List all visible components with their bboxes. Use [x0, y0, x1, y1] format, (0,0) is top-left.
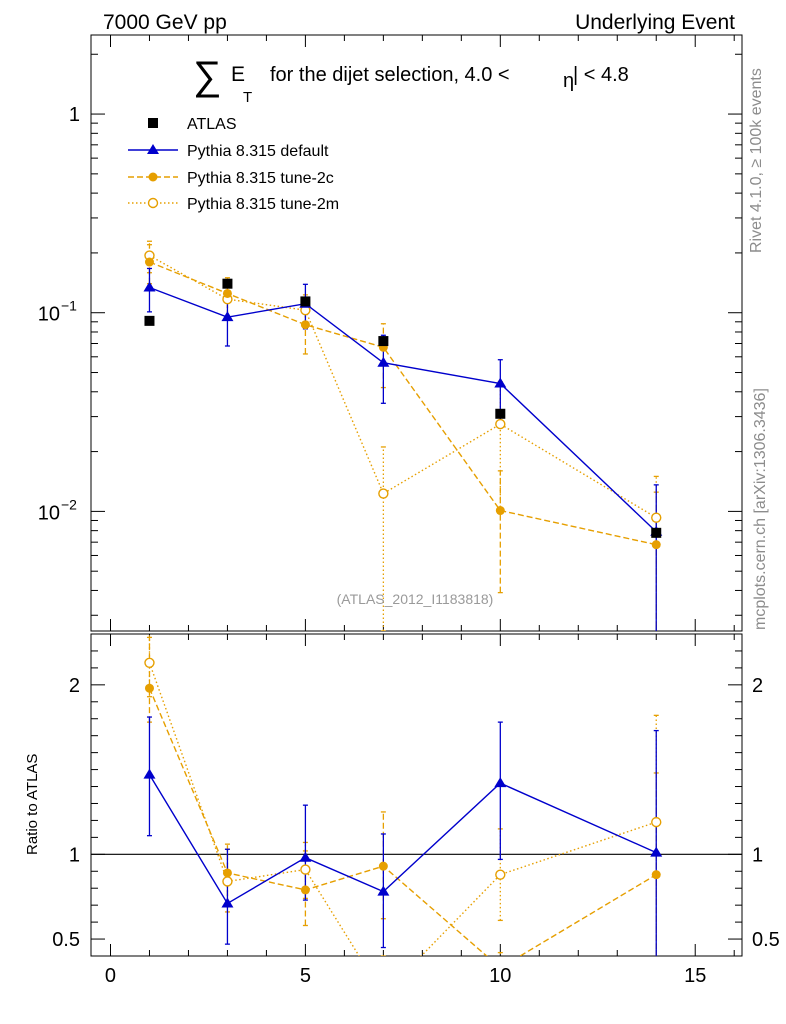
title-sum-symbol: ∑	[193, 54, 222, 98]
data-point	[300, 320, 310, 330]
ratio-point	[378, 861, 388, 871]
y-tick-label-main-base: 10	[38, 502, 60, 524]
ratio-pythia-8-315-tune-2c	[146, 636, 659, 956]
ratio-point	[299, 851, 312, 862]
y-tick-label-ratio-right: 1	[752, 844, 763, 866]
series-line	[149, 261, 657, 546]
data-point	[378, 488, 389, 499]
series-pythia-8-315-tune-2m	[146, 240, 659, 631]
analysis-label: (ATLAS_2012_I1183818)	[337, 591, 494, 607]
main-panel-frame	[90, 34, 743, 632]
ratio-point	[144, 657, 155, 669]
data-point	[495, 506, 505, 516]
title-eta: η	[563, 70, 574, 92]
data-point	[377, 356, 390, 367]
legend-label-tune2c: Pythia 8.315 tune-2c	[187, 170, 334, 187]
title-text: for the dijet selection, 4.0 <	[270, 64, 510, 86]
legend-marker-tune2c	[148, 172, 158, 182]
ratio-point	[221, 897, 234, 908]
title-subscript: T	[243, 89, 252, 106]
legend: ATLAS Pythia 8.315 default Pythia 8.315 …	[128, 116, 339, 213]
markers-pythia-8-315-tune-2c	[144, 257, 661, 550]
data-point-atlas	[222, 278, 233, 289]
ratio-point	[143, 768, 156, 779]
title-variable: E	[231, 63, 245, 86]
y-tick-label-ratio: 1	[69, 844, 80, 866]
y-tick-label-ratio: 0.5	[52, 929, 80, 951]
markers-pythia-8-315-tune-2m	[144, 250, 662, 523]
legend-label-atlas: ATLAS	[187, 116, 237, 133]
ratio-point	[651, 816, 662, 828]
x-tick-label: 5	[300, 965, 311, 987]
series-atlas	[144, 278, 662, 538]
ratio-markers-pythia-8-315-default	[143, 768, 663, 908]
ratio-point	[144, 683, 154, 693]
data-point	[651, 540, 661, 550]
ratio-point	[300, 885, 310, 895]
data-point	[221, 311, 234, 322]
main-data	[143, 240, 663, 631]
plot-title: ∑ E T for the dijet selection, 4.0 < η |…	[193, 54, 629, 106]
ratio-markers-pythia-8-315-tune-2m	[144, 657, 662, 999]
y-tick-label-main: 1	[69, 104, 80, 126]
ratio-point	[651, 870, 661, 880]
x-tick-label: 0	[105, 965, 116, 987]
ratio-point	[650, 846, 663, 857]
x-axis-labels: 0 5 10 15	[105, 965, 706, 987]
data-point	[494, 377, 507, 388]
y-tick-label-ratio-right: 0.5	[752, 929, 780, 951]
main-axes: 110−110−2	[38, 35, 742, 631]
rivet-label: Rivet 4.1.0, ≥ 100k events	[748, 68, 765, 253]
ratio-data	[143, 634, 663, 999]
y-tick-label-main-exp: −1	[61, 298, 77, 314]
ratio-ylabel: Ratio to ATLAS	[24, 754, 41, 855]
x-tick-label: 15	[684, 965, 706, 987]
data-point-atlas	[300, 296, 311, 307]
ratio-line	[148, 774, 657, 905]
ratio-pythia-8-315-tune-2m	[146, 634, 659, 956]
data-point	[144, 257, 154, 267]
ratio-pythia-8-315-default	[146, 716, 659, 956]
header-left: 7000 GeV pp	[103, 11, 227, 34]
series-pythia-8-315-tune-2c	[146, 244, 659, 631]
ratio-markers-pythia-8-315-tune-2c	[144, 683, 661, 895]
data-point-atlas	[144, 315, 155, 326]
y-tick-label-ratio-right: 2	[752, 675, 763, 697]
data-point-atlas	[378, 336, 389, 347]
markers-pythia-8-315-default	[143, 281, 663, 536]
x-tick-label: 10	[489, 965, 511, 987]
legend-marker-tune2m	[147, 197, 159, 209]
title-text-end: | < 4.8	[573, 64, 629, 86]
y-tick-label-main-exp: −2	[61, 496, 77, 512]
header-right: Underlying Event	[575, 11, 735, 34]
y-tick-label-main-base: 10	[38, 304, 60, 326]
data-point-atlas	[651, 527, 662, 538]
legend-marker-atlas	[148, 118, 158, 128]
data-point	[222, 288, 232, 298]
series-line	[149, 286, 657, 533]
ratio-line	[148, 687, 657, 956]
mcplots-label: mcplots.cern.ch [arXiv:1306.3436]	[752, 388, 769, 630]
ratio-panel-frame	[90, 633, 743, 957]
ratio-point	[222, 868, 232, 878]
legend-marker-default	[147, 144, 159, 154]
data-point	[651, 512, 662, 523]
data-point-atlas	[495, 408, 506, 419]
ratio-point	[494, 777, 507, 788]
ratio-point	[379, 990, 388, 999]
ratio-point	[495, 869, 506, 880]
ratio-point	[222, 876, 233, 887]
legend-label-tune2m: Pythia 8.315 tune-2m	[187, 196, 339, 213]
ratio-line	[148, 662, 657, 956]
legend-label-default: Pythia 8.315 default	[187, 143, 329, 160]
y-tick-label-ratio: 2	[69, 675, 80, 697]
data-point	[495, 418, 506, 430]
data-point	[143, 281, 156, 292]
ratio-point	[377, 885, 390, 896]
series-pythia-8-315-default	[146, 267, 659, 631]
ratio-point	[300, 864, 311, 875]
